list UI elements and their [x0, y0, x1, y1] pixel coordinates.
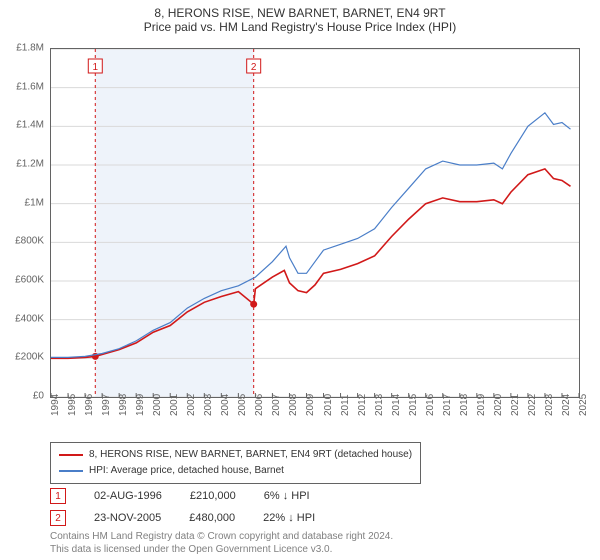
chart-plot-area: 12 — [50, 48, 580, 398]
y-tick-label: £0 — [33, 391, 44, 402]
x-tick-label: 2009 — [305, 394, 316, 416]
event-badge-1: 1 — [50, 488, 66, 504]
legend-label-2: HPI: Average price, detached house, Barn… — [89, 463, 284, 479]
y-tick-label: £400K — [15, 313, 44, 324]
x-tick-label: 2014 — [391, 394, 402, 416]
y-tick-label: £800K — [15, 236, 44, 247]
footnote-line-1: Contains HM Land Registry data © Crown c… — [50, 530, 393, 543]
x-tick-label: 2004 — [220, 394, 231, 416]
x-tick-label: 2000 — [152, 394, 163, 416]
x-tick-label: 1999 — [135, 394, 146, 416]
x-tick-label: 2023 — [544, 394, 555, 416]
y-tick-label: £1.6M — [16, 81, 44, 92]
legend-swatch-red — [59, 454, 83, 456]
x-tick-label: 1995 — [67, 394, 78, 416]
legend-swatch-blue — [59, 470, 83, 472]
x-tick-label: 2018 — [459, 394, 470, 416]
x-tick-label: 2012 — [357, 394, 368, 416]
x-tick-label: 2013 — [374, 394, 385, 416]
x-tick-label: 1998 — [118, 394, 129, 416]
event-badge-2: 2 — [50, 510, 66, 526]
x-tick-label: 2021 — [510, 394, 521, 416]
y-tick-label: £600K — [15, 275, 44, 286]
legend-row-1: 8, HERONS RISE, NEW BARNET, BARNET, EN4 … — [59, 447, 412, 463]
title-subtitle: Price paid vs. HM Land Registry's House … — [0, 20, 600, 34]
x-tick-label: 2005 — [237, 394, 248, 416]
x-tick-label: 2019 — [476, 394, 487, 416]
x-tick-label: 2025 — [578, 394, 589, 416]
y-tick-label: £200K — [15, 352, 44, 363]
footnote-line-2: This data is licensed under the Open Gov… — [50, 543, 393, 556]
event-row-1: 1 02-AUG-1996 £210,000 6% ↓ HPI — [50, 488, 310, 504]
legend-row-2: HPI: Average price, detached house, Barn… — [59, 463, 412, 479]
y-tick-label: £1M — [25, 197, 44, 208]
title-address: 8, HERONS RISE, NEW BARNET, BARNET, EN4 … — [0, 6, 600, 20]
x-axis: 1994199519961997199819992000200120022003… — [50, 400, 580, 440]
chart-svg: 12 — [51, 49, 579, 397]
x-tick-label: 2010 — [323, 394, 334, 416]
svg-text:1: 1 — [93, 62, 99, 73]
x-tick-label: 1996 — [84, 394, 95, 416]
x-tick-label: 2007 — [271, 394, 282, 416]
event-row-2: 2 23-NOV-2005 £480,000 22% ↓ HPI — [50, 510, 315, 526]
x-tick-label: 2011 — [340, 394, 351, 416]
x-tick-label: 2006 — [254, 394, 265, 416]
x-tick-label: 2002 — [186, 394, 197, 416]
x-tick-label: 1994 — [50, 394, 61, 416]
x-tick-label: 1997 — [101, 394, 112, 416]
x-tick-label: 2016 — [425, 394, 436, 416]
event-date-1: 02-AUG-1996 — [94, 490, 162, 502]
x-tick-label: 2017 — [442, 394, 453, 416]
y-tick-label: £1.4M — [16, 120, 44, 131]
y-tick-label: £1.2M — [16, 159, 44, 170]
x-tick-label: 2008 — [288, 394, 299, 416]
footnote: Contains HM Land Registry data © Crown c… — [50, 530, 393, 556]
y-tick-label: £1.8M — [16, 43, 44, 54]
event-date-2: 23-NOV-2005 — [94, 512, 161, 524]
legend: 8, HERONS RISE, NEW BARNET, BARNET, EN4 … — [50, 442, 421, 484]
x-tick-label: 2015 — [408, 394, 419, 416]
event-price-1: £210,000 — [190, 490, 236, 502]
title-block: 8, HERONS RISE, NEW BARNET, BARNET, EN4 … — [0, 0, 600, 34]
y-axis: £0£200K£400K£600K£800K£1M£1.2M£1.4M£1.6M… — [0, 48, 48, 398]
svg-text:2: 2 — [251, 62, 257, 73]
event-delta-2: 22% ↓ HPI — [263, 512, 315, 524]
x-tick-label: 2024 — [561, 394, 572, 416]
x-tick-label: 2022 — [527, 394, 538, 416]
legend-label-1: 8, HERONS RISE, NEW BARNET, BARNET, EN4 … — [89, 447, 412, 463]
chart-container: 8, HERONS RISE, NEW BARNET, BARNET, EN4 … — [0, 0, 600, 560]
event-price-2: £480,000 — [189, 512, 235, 524]
event-delta-1: 6% ↓ HPI — [264, 490, 310, 502]
x-tick-label: 2020 — [493, 394, 504, 416]
x-tick-label: 2003 — [203, 394, 214, 416]
x-tick-label: 2001 — [169, 394, 180, 416]
